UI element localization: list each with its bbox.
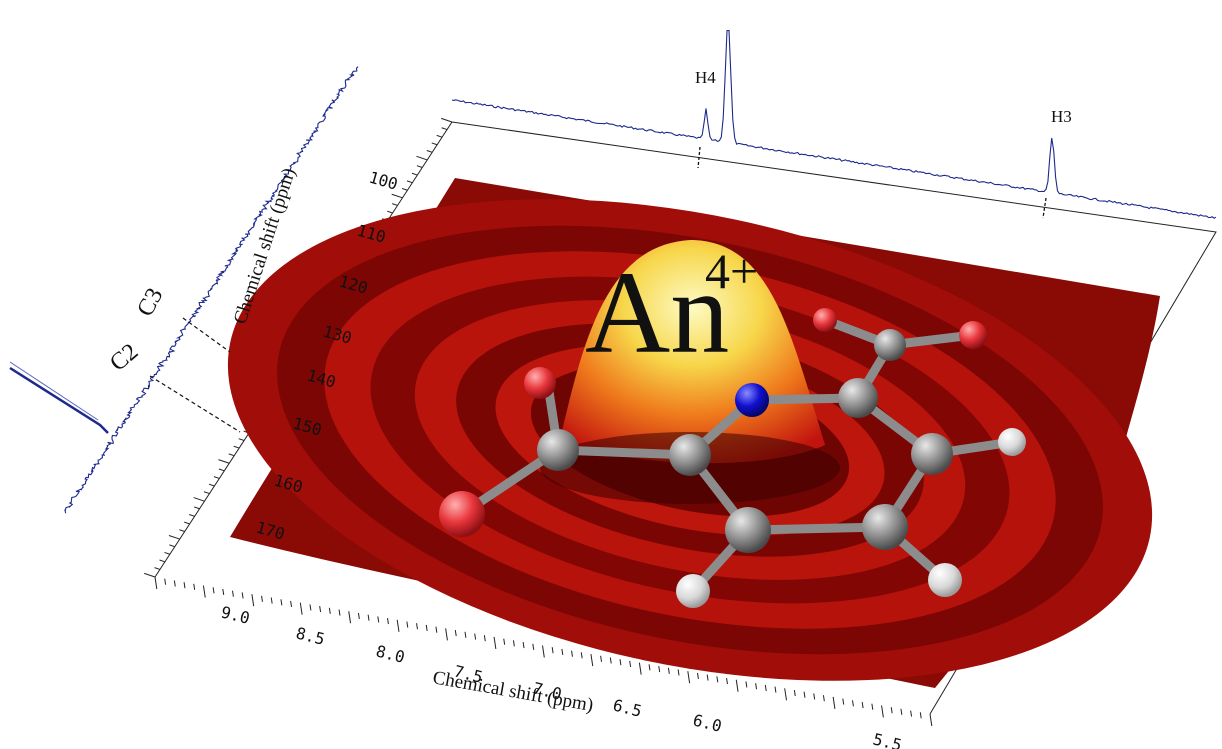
nitrogen-atom [735,383,769,417]
ion-symbol: An [585,247,729,378]
y-tick-label: 100 [367,168,400,194]
ion-label: An 4+ [585,243,758,378]
h4-guide [697,146,701,169]
hydrogen-atom [676,574,710,608]
carbon-atom [838,378,878,418]
h3-peak-label: H3 [1051,107,1072,126]
carbon-atom [669,434,711,476]
c2-peak-label: C2 [105,339,143,377]
oxygen-atom [813,308,837,332]
carbon-atom [874,329,906,361]
x-tick-label: 5.5 [871,729,904,749]
carbon-atom [911,433,953,475]
x-tick-label: 8.0 [374,641,407,666]
oxygen-atom [439,491,485,537]
x-tick-label: 8.5 [294,623,327,648]
carbon-atom [725,507,771,553]
oxygen-atom [959,321,987,349]
hydrogen-atom [998,428,1026,456]
c2-guide [149,375,241,433]
c2-peak-spike [9,366,109,434]
oxygen-atom [524,367,556,399]
proton-spectrum-trace [451,29,1217,219]
h3-guide [1042,197,1047,219]
ion-charge: 4+ [705,243,758,299]
x-axis-ticks [154,576,933,727]
c3-guide [182,317,231,353]
c3-peak-label: C3 [132,284,168,321]
hydrogen-atom [928,563,962,597]
carbon-atom [862,504,908,550]
x-axis-title: Chemical shift (ppm) [431,667,595,716]
c2-peak-spike-edge [9,361,99,421]
h4-peak-label: H4 [695,68,716,87]
molecule-model [439,308,1026,608]
carbon-atom [537,429,579,471]
x-tick-label: 6.0 [691,710,724,735]
top-projection-spectrum: H4 H3 [451,29,1217,219]
x-tick-label: 6.5 [611,695,644,720]
x-tick-label: 9.0 [219,602,252,627]
carbon-spectrum-trace [64,66,359,514]
